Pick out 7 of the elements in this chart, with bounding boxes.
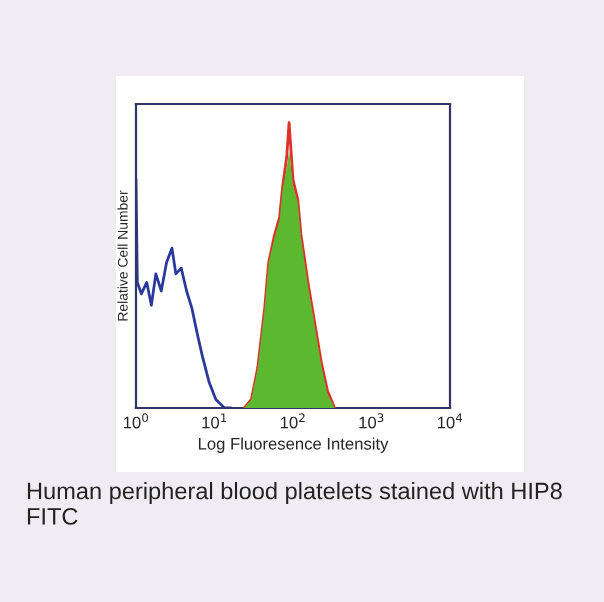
x-tick-label: 10$^{3}$ [359, 413, 384, 429]
x-tick-label: 10$^{1}$ [202, 413, 227, 429]
x-tick-label: 10$^{0}$ [123, 413, 149, 429]
x-axis-title: Log Fluoresence Intensity [198, 437, 389, 453]
text: Human peripheral blood platelets stained with HIP8 FITC [27, 482, 562, 525]
x-tick-label: 10$^{2}$ [280, 413, 305, 429]
x-tick-label: 10$^{4}$ [437, 413, 463, 429]
